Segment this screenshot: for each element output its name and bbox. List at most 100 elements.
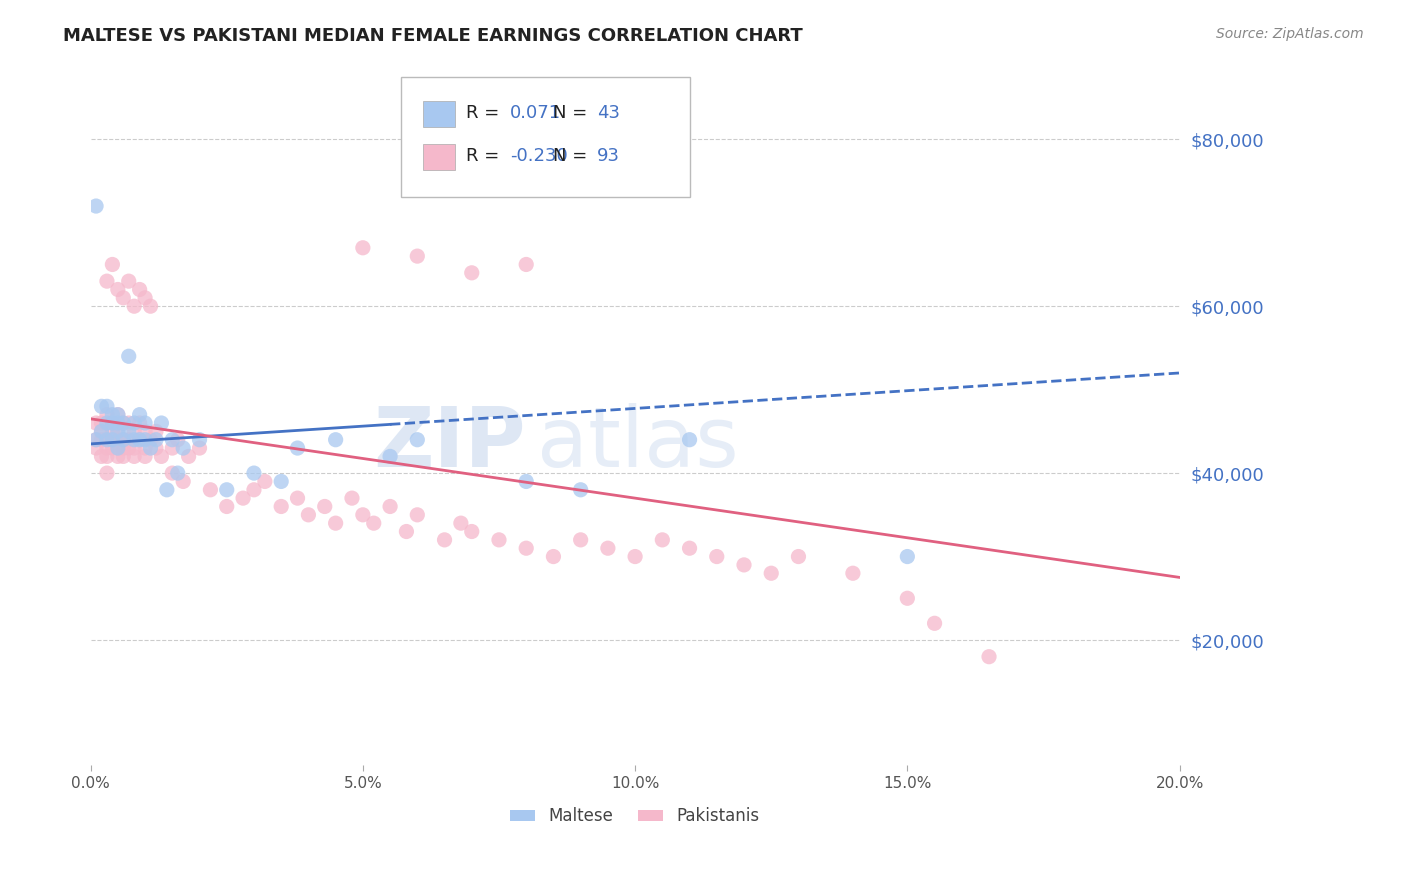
Point	[96, 441, 118, 455]
Point	[162, 441, 184, 455]
Text: -0.230: -0.230	[510, 147, 568, 165]
Point	[243, 483, 266, 497]
Point	[128, 283, 150, 297]
Point	[406, 249, 429, 263]
Point	[96, 400, 118, 414]
Point	[122, 416, 145, 430]
Text: MALTESE VS PAKISTANI MEDIAN FEMALE EARNINGS CORRELATION CHART: MALTESE VS PAKISTANI MEDIAN FEMALE EARNI…	[63, 27, 803, 45]
Point	[101, 425, 124, 439]
Point	[107, 433, 129, 447]
Point	[188, 433, 211, 447]
Point	[270, 475, 292, 489]
Point	[112, 416, 135, 430]
Point	[122, 441, 145, 455]
Point	[96, 416, 118, 430]
Point	[232, 491, 254, 505]
Point	[122, 425, 145, 439]
Point	[139, 433, 162, 447]
Point	[515, 475, 537, 489]
Point	[243, 466, 266, 480]
Point	[128, 433, 150, 447]
Point	[515, 257, 537, 271]
Point	[761, 566, 783, 581]
Point	[84, 433, 107, 447]
Point	[733, 558, 755, 572]
Point	[678, 433, 700, 447]
Point	[101, 441, 124, 455]
Point	[596, 541, 619, 556]
Point	[107, 441, 129, 455]
Point	[96, 274, 118, 288]
Point	[118, 349, 141, 363]
Point	[107, 425, 129, 439]
Point	[896, 591, 918, 606]
Point	[325, 433, 347, 447]
Point	[134, 433, 156, 447]
Point	[188, 441, 211, 455]
Point	[118, 433, 141, 447]
Point	[896, 549, 918, 564]
Point	[340, 491, 363, 505]
Point	[96, 450, 118, 464]
Point	[122, 433, 145, 447]
Point	[287, 441, 309, 455]
Point	[101, 433, 124, 447]
Point	[96, 433, 118, 447]
Point	[118, 425, 141, 439]
Point	[118, 416, 141, 430]
Text: R =: R =	[467, 104, 505, 122]
Text: N =: N =	[554, 104, 593, 122]
Point	[96, 433, 118, 447]
Bar	[423, 144, 456, 169]
Point	[395, 524, 418, 539]
Point	[134, 416, 156, 430]
Point	[112, 291, 135, 305]
Point	[150, 416, 173, 430]
Point	[678, 541, 700, 556]
Point	[107, 441, 129, 455]
Point	[200, 483, 222, 497]
Point	[172, 441, 194, 455]
Point	[842, 566, 865, 581]
Point	[977, 649, 1000, 664]
Point	[107, 408, 129, 422]
Point	[166, 466, 188, 480]
Point	[406, 433, 429, 447]
Point	[433, 533, 456, 547]
Point	[787, 549, 810, 564]
Point	[162, 433, 184, 447]
Text: atlas: atlas	[537, 403, 738, 484]
Text: N =: N =	[554, 147, 593, 165]
Point	[128, 408, 150, 422]
Point	[107, 408, 129, 422]
Point	[90, 416, 112, 430]
Point	[363, 516, 385, 531]
FancyBboxPatch shape	[401, 78, 689, 197]
Text: ZIP: ZIP	[374, 403, 526, 484]
Point	[128, 416, 150, 430]
Point	[128, 433, 150, 447]
Point	[270, 500, 292, 514]
Point	[156, 483, 179, 497]
Point	[325, 516, 347, 531]
Point	[139, 299, 162, 313]
Point	[134, 441, 156, 455]
Point	[314, 500, 336, 514]
Point	[107, 416, 129, 430]
Point	[450, 516, 472, 531]
Point	[118, 274, 141, 288]
Point	[461, 524, 484, 539]
Point	[90, 450, 112, 464]
Text: 43: 43	[598, 104, 620, 122]
Point	[134, 291, 156, 305]
Point	[166, 433, 188, 447]
Point	[543, 549, 565, 564]
Point	[90, 400, 112, 414]
Point	[101, 257, 124, 271]
Point	[924, 616, 946, 631]
Point	[515, 541, 537, 556]
Point	[84, 416, 107, 430]
Point	[352, 241, 374, 255]
Point	[145, 433, 167, 447]
Point	[84, 433, 107, 447]
